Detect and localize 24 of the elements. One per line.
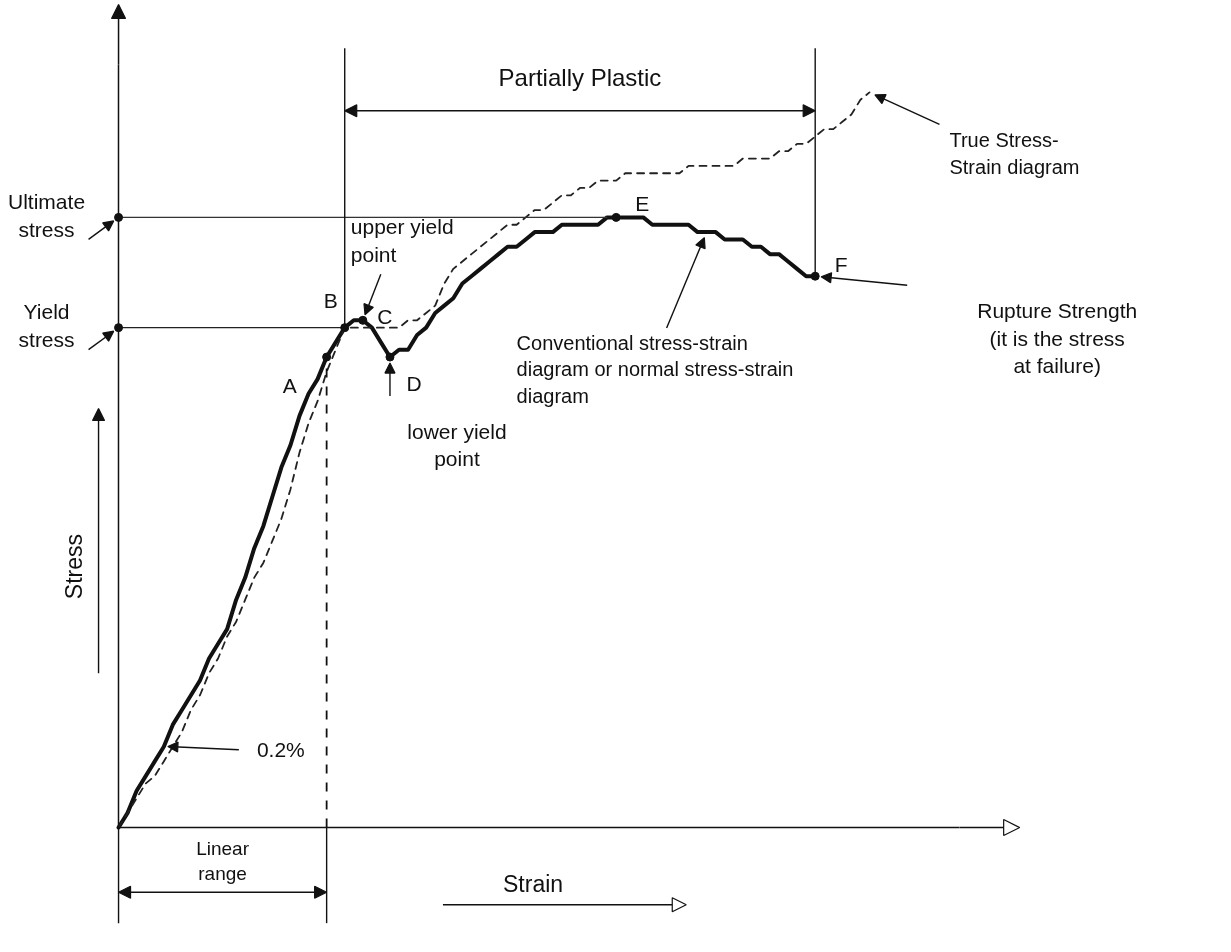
annotation: B xyxy=(323,289,338,313)
annotation: lower yield point xyxy=(407,419,507,471)
ref-line-label: Yield stress xyxy=(18,300,75,351)
annotation: F xyxy=(834,252,848,276)
point xyxy=(810,271,820,281)
text: Rupture Strength (it is the stress at failure) xyxy=(977,299,1138,378)
text: True Stress-Strain diagram xyxy=(949,129,1080,178)
point xyxy=(322,352,332,362)
annotation: D xyxy=(406,371,422,395)
text: Linear range xyxy=(196,838,250,885)
annotation: A xyxy=(282,373,297,397)
annotation: upper yield point xyxy=(350,215,454,266)
x-axis-title: Strain xyxy=(503,871,564,898)
annotation: C xyxy=(377,304,393,328)
annotation: 0.2% xyxy=(256,738,305,762)
point xyxy=(385,352,395,362)
text: Partially Plastic xyxy=(498,64,662,92)
text: Conventional stress-strain diagram or normal stress-strain diagram xyxy=(516,332,794,407)
point xyxy=(358,315,368,325)
point xyxy=(340,323,350,333)
annotation: E xyxy=(635,191,650,215)
y-axis-title: Stress xyxy=(60,533,87,600)
point xyxy=(611,212,621,222)
ref-line-label: Ultimate stress xyxy=(8,190,86,241)
